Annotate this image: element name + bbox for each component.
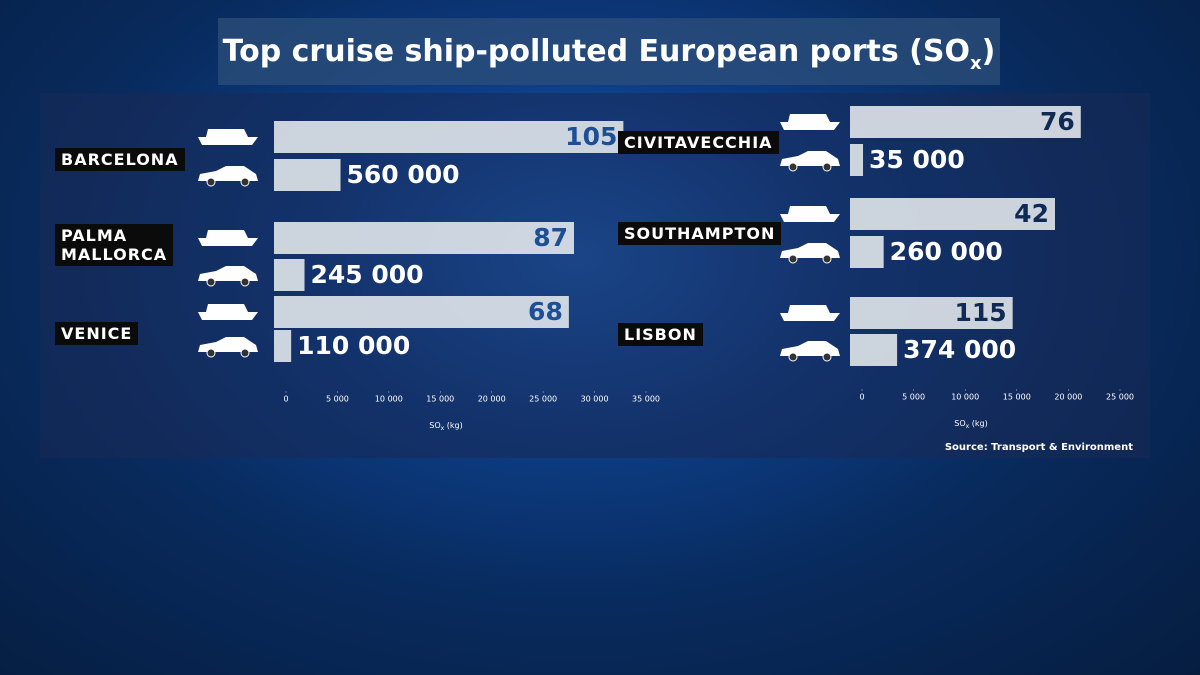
x-tick-label: 5 000 xyxy=(326,395,349,404)
bar xyxy=(850,198,1055,230)
port-label: VENICE xyxy=(55,322,139,345)
port-label: CIVITAVECCHIA xyxy=(618,131,779,154)
wheel xyxy=(822,352,832,362)
bar xyxy=(274,296,569,328)
x-axis-label-part: (kg) xyxy=(444,421,463,430)
wheel xyxy=(206,277,216,287)
ship-icon xyxy=(780,206,840,222)
source: Source: Transport & Environment xyxy=(945,442,1133,453)
bar xyxy=(274,222,574,254)
x-tick-label: 15 000 xyxy=(426,395,454,404)
wheel xyxy=(822,162,832,172)
car-icon xyxy=(780,151,840,166)
value-label: 245 000 xyxy=(311,260,424,289)
bar xyxy=(850,236,884,268)
bar xyxy=(850,297,1013,329)
bar xyxy=(274,259,305,291)
bar xyxy=(850,106,1081,138)
wheel xyxy=(822,254,832,264)
value-label: 76 xyxy=(1040,107,1075,136)
bar xyxy=(274,121,624,153)
value-label: 260 000 xyxy=(890,237,1003,266)
value-label: 105 xyxy=(565,122,617,151)
car-icon xyxy=(198,266,258,281)
wheel xyxy=(788,352,798,362)
value-label: 115 xyxy=(954,298,1006,327)
x-axis-label: SOx (kg) xyxy=(429,421,462,432)
bar xyxy=(274,330,292,362)
ship-icon xyxy=(780,114,840,130)
x-tick-label: 10 000 xyxy=(375,395,403,404)
value-label: 110 000 xyxy=(297,331,410,360)
port-label: PALMA MALLORCA xyxy=(55,224,174,266)
x-axis-label-part: SO xyxy=(429,421,440,430)
ship-icon xyxy=(198,304,258,320)
x-tick-label: 15 000 xyxy=(1003,393,1031,402)
ship-icon xyxy=(780,305,840,321)
x-tick-label: 0 xyxy=(283,395,288,404)
x-tick-label: 35 000 xyxy=(632,395,660,404)
wheel xyxy=(240,348,250,358)
port-label: LISBON xyxy=(618,323,703,346)
port-label: BARCELONA xyxy=(55,148,185,171)
car-icon xyxy=(780,243,840,258)
bar xyxy=(850,144,864,176)
x-tick-label: 0 xyxy=(859,393,864,402)
wheel xyxy=(206,348,216,358)
value-label: 68 xyxy=(528,297,563,326)
title-box xyxy=(218,18,1000,85)
value-label: 42 xyxy=(1014,199,1049,228)
value-label: 87 xyxy=(533,223,568,252)
value-label: 374 000 xyxy=(903,335,1016,364)
wheel xyxy=(240,277,250,287)
x-axis-label-part: (kg) xyxy=(969,419,988,428)
car-icon xyxy=(198,337,258,352)
port-label: SOUTHAMPTON xyxy=(618,222,782,245)
x-tick-label: 10 000 xyxy=(951,393,979,402)
value-label: 560 000 xyxy=(347,160,460,189)
bar xyxy=(274,159,341,191)
x-axis-label: SOx (kg) xyxy=(954,419,987,430)
x-tick-label: 20 000 xyxy=(1054,393,1082,402)
x-axis-label-part: SO xyxy=(954,419,965,428)
x-axis-label-sub: x xyxy=(441,425,445,432)
x-axis-label-sub: x xyxy=(966,423,970,430)
ship-icon xyxy=(198,129,258,145)
value-label: 35 000 xyxy=(869,145,965,174)
car-icon xyxy=(198,166,258,181)
wheel xyxy=(240,177,250,187)
car-icon xyxy=(780,341,840,356)
wheel xyxy=(788,162,798,172)
wheel xyxy=(206,177,216,187)
chart-title: Top cruise ship-polluted European ports … xyxy=(223,34,996,75)
x-tick-label: 25 000 xyxy=(1106,393,1134,402)
x-tick-label: 20 000 xyxy=(478,395,506,404)
x-tick-label: 30 000 xyxy=(581,395,609,404)
wheel xyxy=(788,254,798,264)
ship-icon xyxy=(198,230,258,246)
x-tick-label: 25 000 xyxy=(529,395,557,404)
x-tick-label: 5 000 xyxy=(902,393,925,402)
bar xyxy=(850,334,898,366)
